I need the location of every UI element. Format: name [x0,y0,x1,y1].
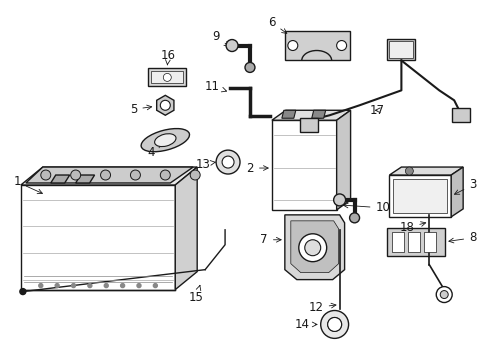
Ellipse shape [154,134,176,147]
Text: 9: 9 [212,30,228,46]
Circle shape [222,156,234,168]
Text: 15: 15 [188,285,203,304]
Polygon shape [311,110,325,118]
Circle shape [39,284,42,288]
Circle shape [41,170,51,180]
Circle shape [439,291,447,298]
Circle shape [55,284,59,288]
Text: 14: 14 [294,318,316,331]
Bar [424,232,435,252]
Text: 1: 1 [13,175,42,194]
Circle shape [71,284,75,288]
Circle shape [71,170,81,180]
Text: 6: 6 [267,16,286,33]
Circle shape [333,194,345,206]
Bar [21,185,175,289]
Text: 16: 16 [161,49,175,65]
Circle shape [88,284,92,288]
Text: 2: 2 [246,162,267,175]
Circle shape [137,284,141,288]
Circle shape [190,170,200,180]
Circle shape [160,170,170,180]
Polygon shape [271,110,350,120]
Bar [451,108,469,122]
Polygon shape [281,110,295,118]
Bar [388,175,450,217]
Circle shape [336,41,346,50]
Bar [299,118,317,132]
Bar [271,120,336,210]
Ellipse shape [141,129,189,152]
Text: 11: 11 [204,80,226,93]
Bar [392,232,404,252]
Polygon shape [285,215,344,280]
Circle shape [130,170,140,180]
Text: 17: 17 [369,104,384,117]
Circle shape [101,170,110,180]
Circle shape [327,318,341,332]
Bar [393,179,447,213]
Polygon shape [26,167,193,183]
Polygon shape [21,167,197,185]
Polygon shape [388,167,462,175]
Text: 8: 8 [448,231,475,244]
Circle shape [349,213,359,223]
Bar [386,228,444,256]
Circle shape [153,284,157,288]
Text: 5: 5 [130,103,151,116]
Bar [148,68,186,86]
Circle shape [320,310,348,338]
Circle shape [20,289,26,294]
Polygon shape [290,221,338,273]
Circle shape [163,73,171,81]
Text: 7: 7 [260,233,281,246]
Polygon shape [336,110,350,210]
Circle shape [225,40,238,51]
Polygon shape [175,167,197,289]
Bar [151,71,183,84]
Text: 13: 13 [195,158,215,171]
Bar [407,232,420,252]
Text: 10: 10 [343,201,389,215]
Circle shape [160,100,170,110]
Bar [388,41,412,58]
Circle shape [304,240,320,256]
Circle shape [287,41,297,50]
Bar [285,31,349,60]
Text: 12: 12 [308,301,335,314]
Polygon shape [51,175,69,183]
Circle shape [121,284,124,288]
Polygon shape [450,167,462,217]
Text: 18: 18 [399,221,425,234]
Polygon shape [156,95,174,115]
Text: 4: 4 [147,143,161,159]
Circle shape [244,62,254,72]
Circle shape [216,150,240,174]
Circle shape [298,234,326,262]
Polygon shape [76,175,94,183]
Circle shape [327,318,341,332]
Text: 3: 3 [453,179,475,194]
Circle shape [435,287,451,302]
Bar [386,39,414,60]
Circle shape [104,284,108,288]
Circle shape [405,167,412,175]
